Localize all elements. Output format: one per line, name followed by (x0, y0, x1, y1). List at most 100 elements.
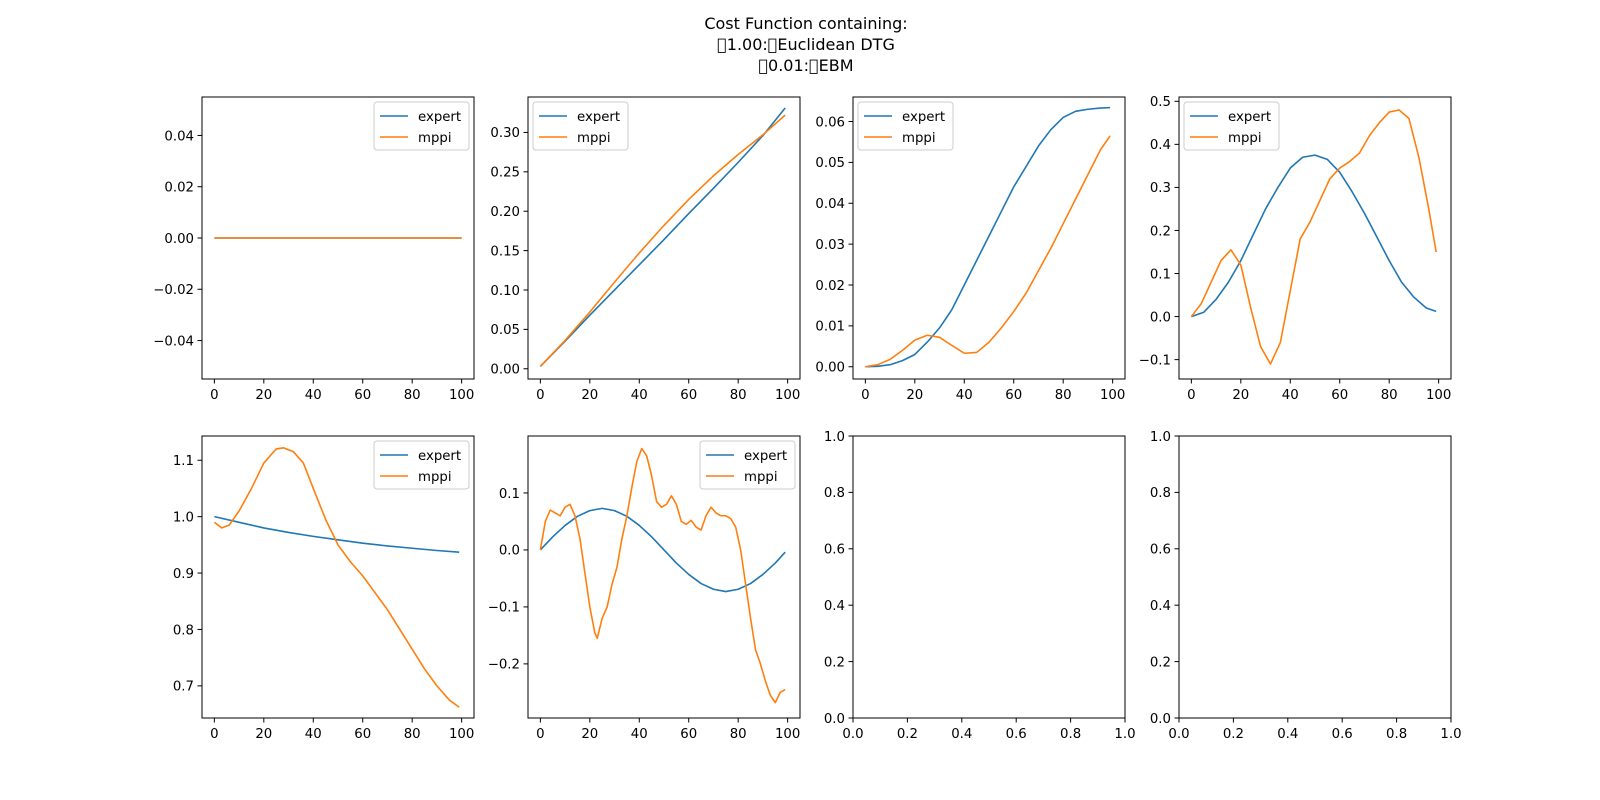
axes-frame (201, 435, 475, 719)
legend-label-expert: expert (1228, 110, 1271, 125)
x-tick-label: 0 (210, 727, 218, 742)
x-tick-label: 0.0 (1168, 727, 1189, 742)
legend-box (699, 440, 796, 490)
y-tick-label: 0.02 (815, 279, 845, 294)
legend: expert mppi (699, 440, 796, 490)
x-tick-label: 40 (305, 388, 322, 403)
y-tick-label: 0.04 (815, 197, 845, 212)
x-tick-label: 80 (730, 388, 747, 403)
x-tick-label: 40 (305, 727, 322, 742)
x-tick-label: 20 (1232, 388, 1249, 403)
x-tick-label: 80 (730, 727, 747, 742)
x-tick-label: 0.8 (1060, 727, 1081, 742)
y-tick-label: 0.3 (1150, 181, 1171, 196)
x-tick-label: 40 (631, 388, 648, 403)
y-tick-label: −0.1 (1139, 353, 1171, 368)
y-tick-label: 0.1 (499, 487, 520, 502)
y-tick-label: 0.0 (499, 544, 520, 559)
series-line-mppi (539, 447, 786, 704)
y-tick-label: 1.0 (824, 430, 845, 445)
y-tick-label: 0.02 (164, 181, 194, 196)
y-tick-label: −0.2 (488, 658, 520, 673)
x-tick-label: 0.2 (897, 727, 918, 742)
y-tick-label: 1.0 (1150, 430, 1171, 445)
y-tick-label: 0.6 (824, 543, 845, 558)
y-tick-label: 0.8 (1150, 486, 1171, 501)
x-tick-label: 100 (449, 388, 474, 403)
series-line-expert (539, 107, 786, 367)
x-tick-label: 0.6 (1006, 727, 1027, 742)
series-line-mppi (213, 447, 460, 708)
y-tick-label: 0.2 (1150, 655, 1171, 670)
legend: expert mppi (532, 101, 629, 151)
x-tick-label: 100 (775, 727, 800, 742)
x-tick-label: 1.0 (1440, 727, 1461, 742)
series-line-mppi (1190, 109, 1437, 365)
series-line-mppi (539, 114, 786, 367)
x-tick-label: 60 (680, 727, 697, 742)
x-tick-label: 80 (1381, 388, 1398, 403)
y-tick-label: −0.04 (153, 334, 194, 349)
legend-label-expert: expert (418, 110, 461, 125)
x-tick-label: 0.2 (1223, 727, 1244, 742)
y-tick-label: 0.8 (824, 486, 845, 501)
y-tick-label: 1.0 (173, 510, 194, 525)
subplot-8: 0.0 0.2 0.4 0.6 0.8 1.0 0.0 0.2 0.4 0.6 0.8 1.0 (1150, 430, 1462, 742)
y-tick-label: 0.5 (1150, 95, 1171, 110)
y-tick-label: −0.1 (488, 601, 520, 616)
legend-label-mppi: mppi (418, 470, 452, 485)
x-tick-label: 100 (1426, 388, 1451, 403)
legend: expert mppi (857, 101, 954, 151)
x-tick-label: 60 (1331, 388, 1348, 403)
y-tick-label: −0.02 (153, 283, 194, 298)
x-tick-label: 0 (536, 388, 544, 403)
legend-label-expert: expert (577, 110, 620, 125)
x-tick-label: 40 (956, 388, 973, 403)
x-tick-label: 0.6 (1332, 727, 1353, 742)
legend-box (373, 440, 470, 490)
subplot-3: 0 20 40 60 80 100 0.00 0.01 0.02 0.03 0.04 0.05 0.06… (815, 96, 1126, 403)
legend: expert mppi (373, 440, 470, 490)
y-tick-label: 0.05 (815, 156, 845, 171)
y-tick-label: 0.01 (815, 320, 845, 335)
axes-frame (527, 435, 801, 719)
title-line-1: Cost Function containing: (704, 14, 907, 33)
legend-label-mppi: mppi (577, 131, 611, 146)
y-tick-label: 1.1 (173, 454, 194, 469)
x-tick-label: 0.4 (1277, 727, 1298, 742)
legend-label-expert: expert (418, 449, 461, 464)
y-tick-label: 0.03 (815, 238, 845, 253)
series-line-mppi (865, 135, 1111, 368)
y-tick-label: 0.30 (490, 126, 520, 141)
y-tick-label: 0.4 (1150, 138, 1171, 153)
x-tick-label: 0.8 (1386, 727, 1407, 742)
x-tick-label: 80 (1055, 388, 1072, 403)
x-tick-label: 60 (354, 388, 371, 403)
legend-box (373, 101, 470, 151)
subplot-7: 0.0 0.2 0.4 0.6 0.8 1.0 0.0 0.2 0.4 0.6 0.8 1.0 (824, 430, 1136, 742)
series-line-expert (1191, 154, 1437, 318)
legend: expert mppi (1183, 101, 1280, 151)
x-tick-label: 60 (354, 727, 371, 742)
y-tick-label: 0.20 (490, 205, 520, 220)
subplot-grid: 0 20 40 60 80 100−0.04−0.020.000.020.04expert… (153, 95, 1461, 742)
x-tick-label: 0 (536, 727, 544, 742)
y-tick-label: 0.00 (490, 363, 520, 378)
series-line-expert (865, 106, 1111, 368)
y-tick-label: 0.2 (1150, 224, 1171, 239)
y-tick-label: 0.06 (815, 115, 845, 130)
axes-frame (1178, 435, 1452, 719)
y-tick-label: 0.1 (1150, 267, 1171, 282)
x-tick-label: 100 (775, 388, 800, 403)
legend-label-mppi: mppi (744, 470, 778, 485)
x-tick-label: 100 (1100, 388, 1125, 403)
y-tick-label: 0.0 (1150, 712, 1171, 727)
title-line-3:  0.01: EBM (758, 56, 853, 75)
series-line-expert (539, 507, 786, 593)
x-tick-label: 80 (404, 388, 421, 403)
series-line-expert (214, 515, 460, 553)
x-tick-label: 60 (1005, 388, 1022, 403)
y-tick-label: 0.2 (824, 655, 845, 670)
y-tick-label: 0.8 (173, 623, 194, 638)
title-line-2:  1.00: Euclidean DTG (717, 35, 895, 54)
